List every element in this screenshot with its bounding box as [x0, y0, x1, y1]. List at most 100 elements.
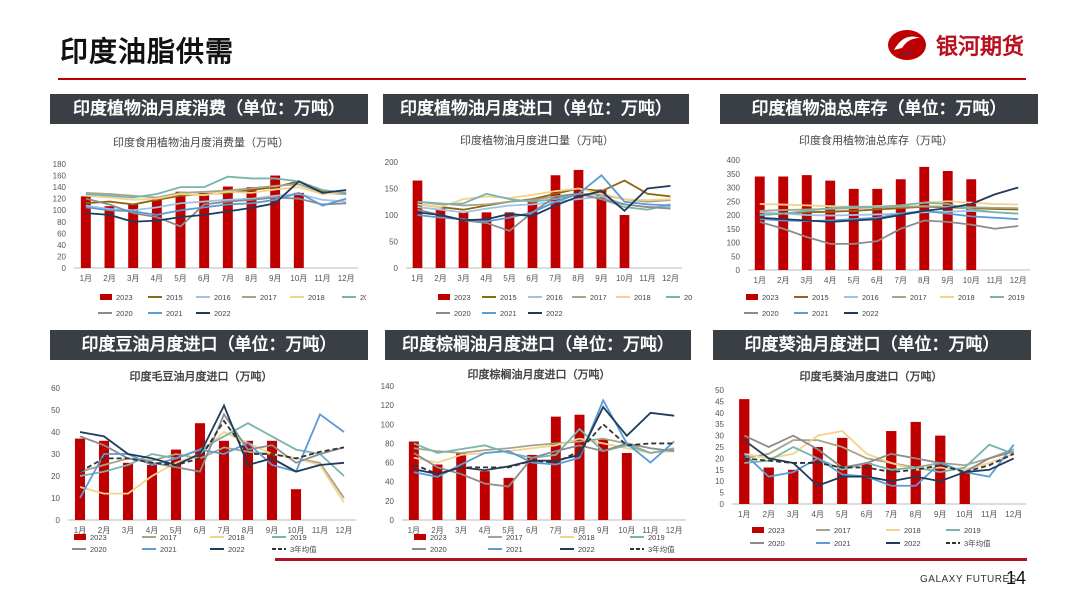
bar [812, 447, 823, 504]
series-line [79, 412, 345, 499]
x-tick-label: 5月 [836, 510, 848, 519]
x-tick-label: 3月 [127, 274, 139, 283]
chart-soy-import: 印度毛豆油月度进口（万吨） 0 10 20 30 40 50 60 1月 2月 3月 4月 5月 6月 7月… [51, 369, 356, 554]
series-line [85, 180, 347, 223]
y-tick-label: 400 [727, 156, 741, 165]
x-tick-label: 12月 [1010, 276, 1027, 285]
legend-label: 2018 [308, 293, 325, 302]
y-tick-label: 100 [53, 206, 67, 215]
legend-label: 2021 [834, 539, 851, 548]
x-tick-label: 10月 [290, 274, 307, 283]
y-tick-label: 50 [715, 386, 724, 395]
series-line [743, 444, 1015, 487]
chart-consumption: 印度食用植物油月度消费量（万吨） 0 20 40 60 80 100 120 140 160 180… [53, 135, 366, 318]
bar [935, 435, 946, 504]
series-line [759, 201, 1019, 216]
x-tick-label: 11月 [639, 274, 655, 283]
series-line [744, 443, 1015, 473]
x-tick-label: 9月 [595, 274, 607, 283]
panel-header-veg-import: 印度植物油月度进口（单位：万吨） [383, 94, 689, 124]
legend-label: 2019 [360, 293, 366, 302]
bar [739, 399, 750, 504]
series-line [85, 191, 347, 216]
bar [801, 175, 812, 270]
x-tick-label: 7月 [885, 510, 897, 519]
y-tick-label: 60 [51, 384, 60, 393]
bar [574, 414, 585, 520]
chart-stock: 印度食用植物油总库存（万吨） 0 50 100 150 200 250 300 350 400 1月… [727, 133, 1030, 318]
x-tick-label: 6月 [526, 526, 538, 535]
legend-label: 2021 [160, 545, 177, 554]
panel-header-stock: 印度植物油总库存（单位：万吨） [720, 94, 1038, 124]
legend-label: 3年均值 [964, 538, 991, 548]
x-tick-label: 4月 [480, 274, 492, 283]
x-tick-label: 10月 [288, 526, 305, 535]
x-tick-label: 12月 [1005, 510, 1022, 519]
bar [435, 208, 446, 268]
series-line [413, 437, 675, 464]
legend-label: 2021 [500, 309, 517, 318]
x-tick-label: 7月 [222, 274, 234, 283]
legend-label: 2022 [862, 309, 879, 318]
y-tick-label: 15 [715, 466, 724, 475]
bar [270, 175, 281, 268]
x-tick-label: 5月 [502, 526, 514, 535]
x-tick-label: 1月 [411, 274, 423, 283]
bar [596, 189, 607, 268]
y-tick-label: 20 [51, 472, 60, 481]
bar [199, 192, 210, 268]
bar [242, 440, 254, 520]
y-tick-label: 60 [385, 459, 394, 468]
bar [763, 467, 774, 504]
x-tick-label: 12月 [336, 526, 353, 535]
x-tick-label: 4月 [146, 526, 158, 535]
chart-title: 印度棕榈油月度进口（万吨） [468, 367, 611, 381]
bar [504, 212, 515, 268]
legend-label: 2022 [904, 539, 921, 548]
chart-palm-import: 印度棕榈油月度进口（万吨） 0 20 40 60 80 100 120 140 1月 2月 3月 4月 5… [381, 367, 686, 554]
footer-brand: GALAXY FUTURES [920, 574, 1017, 585]
bar [754, 176, 765, 270]
legend-label: 2023 [430, 533, 447, 542]
legend-label: 2019 [1008, 293, 1025, 302]
y-tick-label: 40 [57, 241, 66, 250]
x-tick-label: 9月 [269, 274, 281, 283]
legend-label: 2016 [546, 293, 563, 302]
x-tick-label: 6月 [871, 276, 883, 285]
y-tick-label: 0 [736, 266, 741, 275]
legend-label: 2023 [768, 526, 785, 535]
bar [479, 471, 490, 520]
bar [788, 469, 799, 504]
x-tick-label: 6月 [198, 274, 210, 283]
x-tick-label: 8月 [918, 276, 930, 285]
y-tick-label: 350 [727, 170, 741, 179]
bar [778, 176, 789, 270]
series-line [85, 196, 347, 228]
legend-label: 2020 [762, 309, 779, 318]
x-tick-label: 5月 [170, 526, 182, 535]
bar [621, 453, 632, 520]
x-tick-label: 1月 [74, 526, 86, 535]
legend-swatch [438, 294, 450, 300]
page-title: 印度油脂供需 [60, 35, 235, 68]
legend-label: 2017 [910, 293, 927, 302]
y-tick-label: 35 [715, 420, 724, 429]
chart-title: 印度植物油月度进口量（万吨） [460, 133, 614, 147]
series-line [417, 179, 671, 211]
title-divider [58, 78, 1026, 80]
legend-label: 2018 [228, 533, 245, 542]
bar [408, 441, 419, 520]
y-tick-label: 140 [53, 183, 67, 192]
y-tick-label: 100 [385, 211, 399, 220]
x-tick-label: 6月 [194, 526, 206, 535]
x-tick-label: 7月 [549, 274, 561, 283]
bar [98, 440, 110, 520]
panel-header-consumption: 印度植物油月度消费（单位：万吨） [50, 94, 368, 124]
footer-divider [275, 558, 1027, 561]
series-line [85, 183, 347, 199]
x-tick-label: 11月 [314, 274, 330, 283]
legend-label: 2017 [590, 293, 607, 302]
series-line [759, 209, 1019, 217]
x-tick-label: 8月 [242, 526, 254, 535]
y-tick-label: 150 [385, 185, 399, 194]
